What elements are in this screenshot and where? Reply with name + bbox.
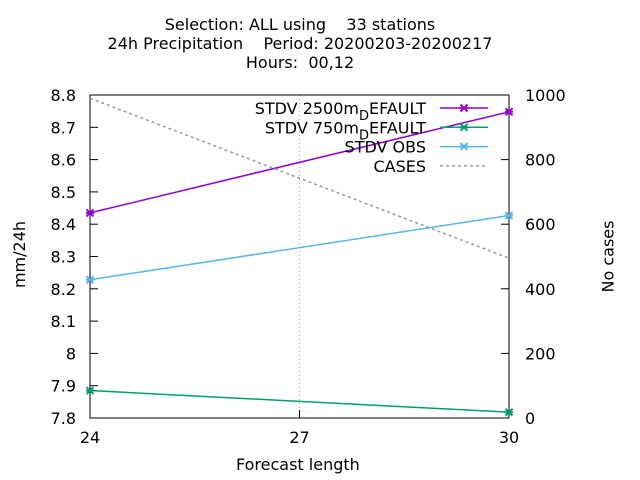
y-axis-label: mm/24h [10,220,30,289]
series-0-point-1 [504,107,514,117]
series-line-0 [89,111,510,214]
chart-title-line-3: Hours: 00,12 [245,53,355,72]
legend-marker-1 [459,123,469,132]
y2-tick-label-2: 400 [525,280,556,299]
y2-tick-label-0: 0 [525,409,535,428]
legend-label-0-sub: D [359,109,369,124]
chart-title-line-1: Selection: ALL using 33 stations [164,15,436,34]
y-tick-label-3: 8.1 [51,312,76,331]
legend-label-1-main: STDV 750m [265,118,359,137]
series-1-point-1 [504,407,514,417]
x-tick-label-1: 27 [289,428,309,447]
y2-tick-label-3: 600 [525,215,556,234]
series-line-1 [89,389,510,413]
legend-label-2: STDV OBS [345,138,426,157]
y2-tick-label-5: 1000 [525,86,566,105]
y-tick-label-9: 8.7 [51,118,76,137]
legend-marker-0 [459,103,469,113]
legend-label-0: STDV 2500mDEFAULT [255,99,427,124]
y2-tick-label-4: 800 [525,151,556,170]
legend-label-3: CASES [373,157,426,176]
series-line-2 [89,214,510,281]
x-axis-label: Forecast length [236,455,360,474]
series-1-point-0 [85,386,95,395]
x-tick-label-0: 24 [80,428,100,447]
y-tick-label-1: 7.9 [51,377,76,396]
y-tick-label-6: 8.4 [51,215,76,234]
y-tick-label-7: 8.5 [51,183,76,202]
series-2-point-1 [504,211,514,220]
legend-marker-2 [459,142,469,151]
x-tick-label-2: 30 [499,428,519,447]
y2-tick-label-1: 200 [525,344,556,363]
legend-label-0-main: STDV 2500m [255,99,359,118]
y-tick-label-4: 8.2 [51,280,76,299]
legend-label-1: STDV 750mDEFAULT [265,118,426,143]
y-tick-label-2: 8 [66,344,76,363]
y-tick-label-8: 8.6 [51,151,76,170]
chart-title-line-2: 24h Precipitation Period: 20200203-20200… [107,34,493,53]
y2-axis-label: No cases [598,220,618,293]
y-tick-label-10: 8.8 [51,86,76,105]
series-0-point-0 [85,208,95,218]
legend-label-0-tail: EFAULT [369,99,426,118]
y-tick-label-5: 8.3 [51,248,76,267]
legend-label-1-tail: EFAULT [369,118,426,137]
legend-label-1-sub: D [359,128,369,143]
y-tick-label-0: 7.8 [51,409,76,428]
series-2-point-0 [85,275,95,284]
series-line-3 [89,97,510,259]
